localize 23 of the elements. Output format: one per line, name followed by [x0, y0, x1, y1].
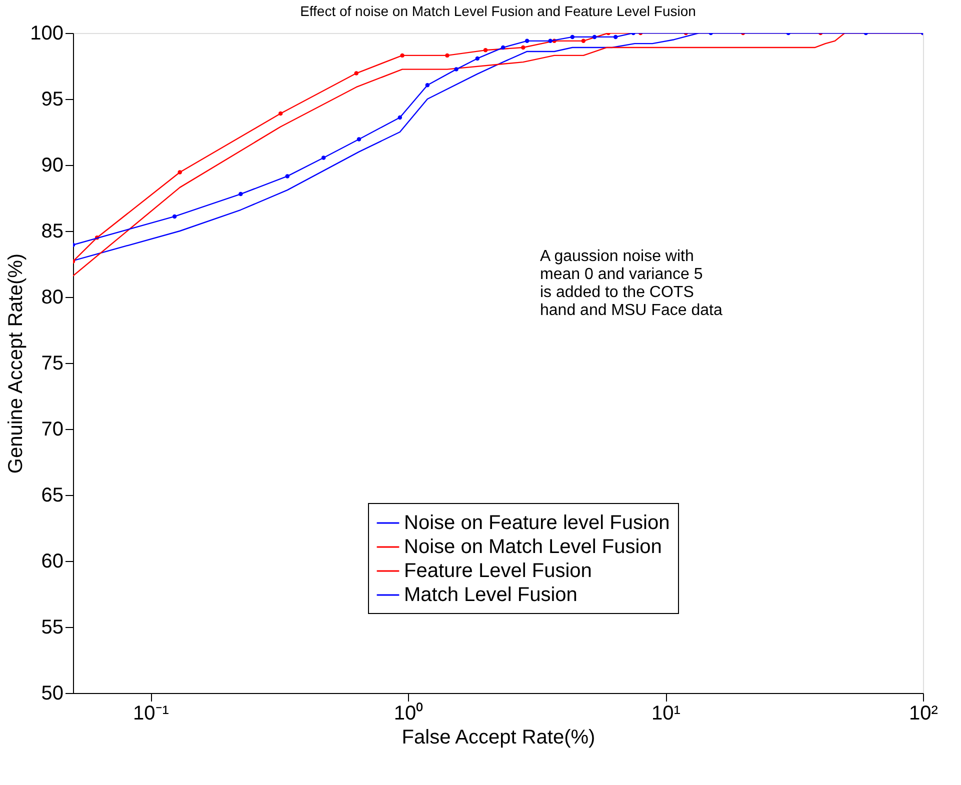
- x-tick-label: 10⁰: [394, 702, 424, 724]
- y-tick-label: 95: [41, 88, 64, 110]
- chart-title: Effect of noise on Match Level Fusion and Feature Level Fusion: [300, 3, 696, 19]
- annotation: A gaussion noise with mean 0 and variance 5 is added to the COTS hand and MSU Face data: [540, 248, 722, 319]
- x-tick-label: 10¹: [652, 702, 681, 724]
- legend-label: Noise on Match Level Fusion: [404, 536, 662, 558]
- y-axis-title: Genuine Accept Rate(%): [5, 253, 28, 474]
- y-tick-label: 60: [41, 550, 64, 572]
- y-tick-label: 85: [41, 220, 64, 242]
- y-tick-label: 70: [41, 418, 64, 440]
- y-tick-label: 100: [30, 22, 64, 44]
- legend-label: Match Level Fusion: [404, 584, 578, 606]
- y-tick-label: 65: [41, 484, 64, 506]
- legend-label: Noise on Feature level Fusion: [404, 512, 670, 534]
- y-tick-label: 80: [41, 286, 64, 308]
- x-axis-title: False Accept Rate(%): [402, 726, 596, 748]
- y-tick-label: 75: [41, 352, 64, 374]
- x-tick-label: 10²: [909, 702, 938, 724]
- x-tick-label: 10⁻¹: [133, 702, 170, 724]
- legend-label: Feature Level Fusion: [404, 560, 592, 582]
- y-tick-label: 90: [41, 154, 64, 176]
- y-tick-label: 50: [41, 682, 64, 704]
- y-tick-label: 55: [41, 616, 64, 638]
